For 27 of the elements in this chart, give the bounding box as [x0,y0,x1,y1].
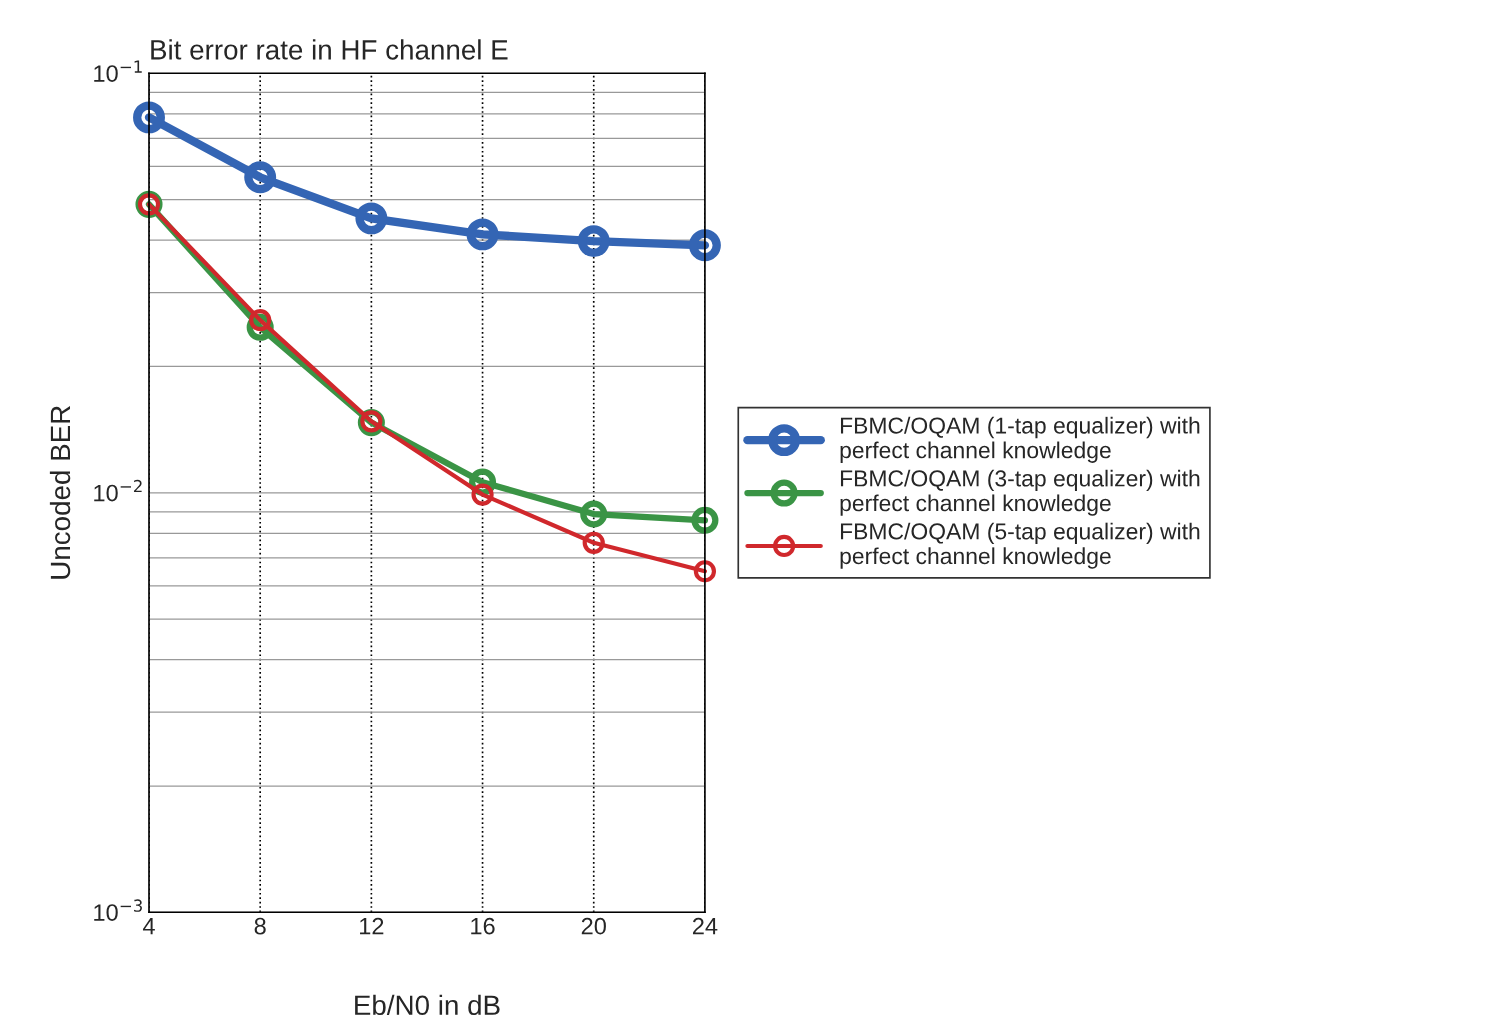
point [471,483,494,506]
point [133,101,165,134]
y-tick-label: 10$^{−3}$ [94,899,142,921]
y-tick-label: 10$^{−2}$ [94,479,142,502]
x-tick-label: 8 [254,917,266,935]
x-axis-title: Eb/N0 in dB [355,994,500,1016]
point [693,560,717,583]
point [355,202,388,235]
point [249,308,272,332]
x-tick-label: 20 [581,917,606,935]
point [691,506,719,534]
y-axis-title: Uncoded BER [49,406,71,579]
point [582,531,605,554]
chart-title: Bit error rate in HF channel E [151,39,508,60]
point [688,229,721,262]
x-tick-label: 4 [142,918,155,935]
point [244,161,277,194]
point [466,218,499,251]
x-tick-label: 16 [471,917,495,935]
legend-label: FBMC/OQAM (1-tap equalizer) with perfect channel knowledge [840,416,1200,463]
legend-label: FBMC/OQAM (3-tap equalizer) with perfect channel knowledge [840,469,1200,516]
x-tick-label: 12 [360,917,384,935]
x-tick-label: 24 [692,917,718,935]
point [580,500,608,528]
point [577,225,610,258]
legend-label: FBMC/OQAM (5-tap equalizer) with perfect channel knowledge [840,522,1200,569]
y-tick-label: 10$^{−1}$ [94,60,142,82]
